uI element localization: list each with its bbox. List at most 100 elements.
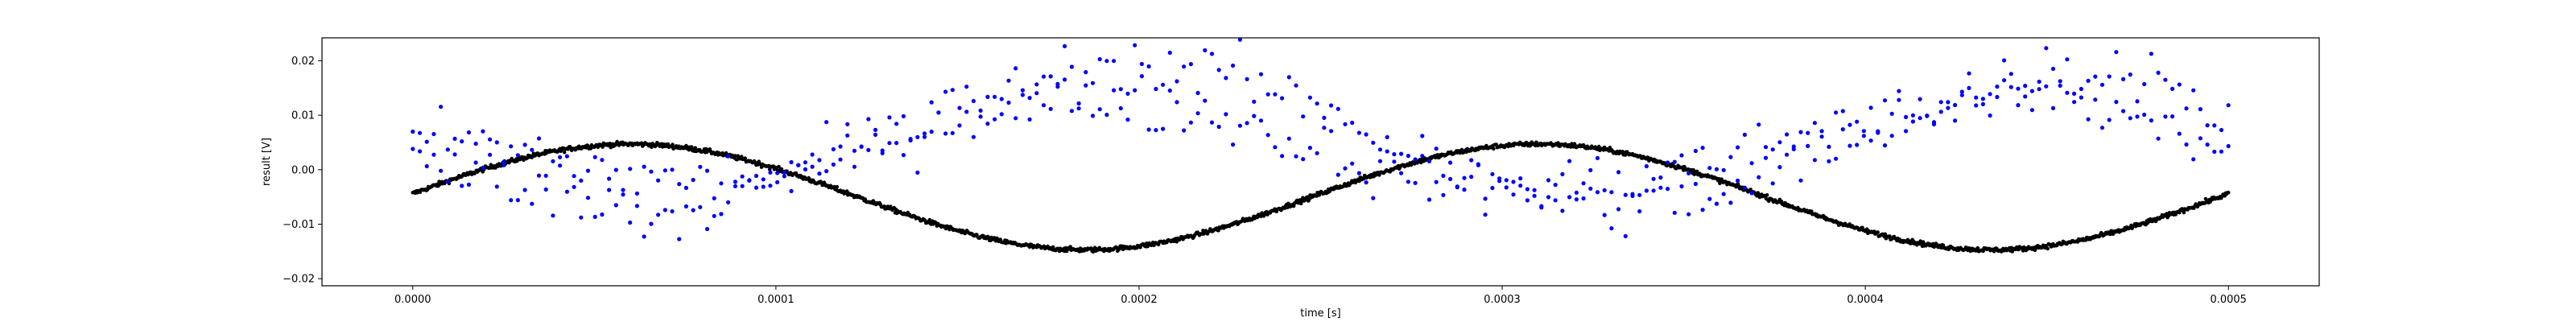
data-point bbox=[1006, 78, 1011, 83]
data-point bbox=[1041, 74, 1046, 79]
data-point bbox=[1757, 122, 1761, 127]
data-point bbox=[986, 235, 991, 240]
data-point bbox=[2184, 106, 2189, 111]
data-point bbox=[1343, 122, 1348, 126]
data-point bbox=[634, 204, 640, 208]
data-point bbox=[1350, 161, 1355, 166]
data-point bbox=[1209, 52, 1215, 56]
data-point bbox=[2065, 57, 2070, 62]
data-point bbox=[901, 114, 906, 118]
data-point bbox=[1298, 201, 1303, 206]
y-tick-label: 0.00 bbox=[291, 164, 315, 176]
data-point bbox=[1637, 208, 1642, 214]
data-point bbox=[1658, 175, 1663, 180]
data-point bbox=[2156, 70, 2161, 75]
data-point bbox=[1291, 204, 1296, 208]
data-point bbox=[1975, 246, 1980, 250]
data-point bbox=[1806, 130, 1810, 135]
data-point bbox=[488, 137, 493, 142]
data-point bbox=[1588, 186, 1593, 191]
data-point bbox=[775, 180, 780, 184]
data-point bbox=[488, 152, 493, 157]
data-point bbox=[1195, 111, 1200, 116]
data-point bbox=[1084, 83, 1088, 88]
data-point bbox=[1195, 90, 1200, 96]
data-point bbox=[2072, 100, 2077, 105]
data-point bbox=[1490, 171, 1495, 176]
data-point bbox=[1953, 102, 1958, 108]
data-point bbox=[2046, 246, 2050, 251]
data-point bbox=[1174, 79, 1179, 84]
data-point bbox=[1876, 230, 1880, 234]
data-point bbox=[452, 152, 457, 157]
data-point bbox=[1946, 100, 1951, 105]
data-point bbox=[1777, 165, 1782, 170]
data-point bbox=[1812, 158, 1817, 163]
data-point bbox=[704, 168, 710, 173]
data-point bbox=[2149, 118, 2153, 123]
data-point bbox=[1307, 146, 1312, 151]
data-point bbox=[1651, 188, 1656, 193]
data-point bbox=[481, 165, 485, 170]
data-point bbox=[1658, 185, 1663, 190]
data-point bbox=[1597, 144, 1601, 149]
data-point bbox=[1974, 95, 1979, 100]
data-point bbox=[1546, 178, 1551, 183]
data-point bbox=[768, 170, 773, 175]
data-point bbox=[1020, 88, 1025, 93]
data-point bbox=[1609, 226, 1614, 231]
data-point bbox=[1595, 155, 1600, 160]
data-point bbox=[460, 184, 464, 188]
data-point bbox=[642, 234, 646, 239]
data-point bbox=[1749, 191, 1754, 196]
data-point bbox=[1182, 128, 1187, 133]
data-point bbox=[810, 164, 815, 169]
data-point bbox=[1620, 150, 1624, 154]
data-point bbox=[1910, 119, 1915, 124]
data-point bbox=[1188, 120, 1193, 125]
data-point bbox=[670, 208, 675, 214]
data-point bbox=[838, 157, 843, 162]
data-point bbox=[2050, 105, 2056, 110]
data-point bbox=[600, 158, 605, 163]
data-point bbox=[1399, 171, 1404, 175]
data-point bbox=[1616, 207, 1621, 212]
data-point bbox=[1216, 124, 1221, 130]
data-point bbox=[431, 131, 436, 137]
data-point bbox=[1742, 185, 1747, 190]
data-point bbox=[993, 94, 997, 99]
data-point bbox=[663, 168, 667, 173]
data-point bbox=[2058, 79, 2062, 84]
data-point bbox=[929, 100, 934, 105]
x-tick-label: 0.0002 bbox=[1121, 294, 1158, 306]
data-point bbox=[1034, 91, 1039, 96]
data-point bbox=[536, 136, 542, 141]
data-point bbox=[2072, 91, 2077, 96]
data-point bbox=[782, 170, 786, 175]
data-point bbox=[1810, 209, 1814, 213]
data-point bbox=[950, 130, 955, 135]
data-point bbox=[481, 129, 485, 134]
data-point bbox=[2016, 86, 2021, 91]
data-point bbox=[1868, 138, 1873, 143]
data-point bbox=[515, 159, 519, 163]
data-point bbox=[1301, 157, 1306, 162]
data-point bbox=[2050, 66, 2056, 72]
data-point bbox=[1679, 184, 1684, 189]
data-point bbox=[411, 147, 415, 151]
data-point bbox=[551, 159, 555, 163]
data-point bbox=[789, 188, 794, 193]
data-point bbox=[971, 98, 976, 104]
data-point bbox=[1770, 147, 1775, 152]
data-point bbox=[704, 226, 710, 232]
data-point bbox=[1084, 70, 1088, 75]
data-point bbox=[803, 167, 808, 171]
data-point bbox=[1125, 91, 1130, 96]
data-point bbox=[1013, 66, 1018, 71]
data-point bbox=[1959, 93, 1964, 97]
data-point bbox=[1511, 192, 1516, 197]
data-point bbox=[417, 149, 423, 154]
data-point bbox=[719, 212, 724, 217]
data-point bbox=[936, 110, 941, 115]
